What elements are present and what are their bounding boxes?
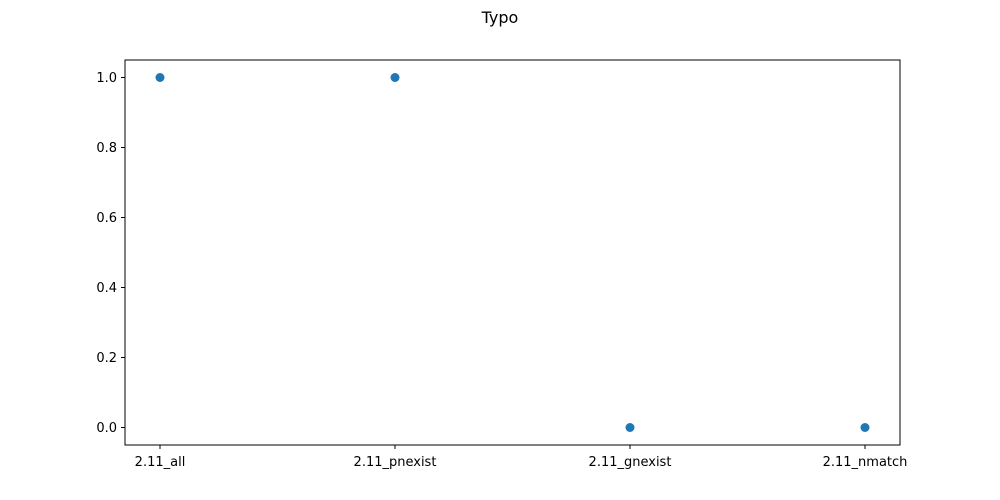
plot-area-frame (124, 59, 901, 446)
y-tick-label: 0.0 (96, 421, 117, 436)
x-tick-label: 2.11_gnexist (589, 455, 672, 470)
x-tick-label: 2.11_nmatch (823, 455, 908, 470)
y-tick-label: 0.8 (96, 141, 117, 156)
x-tick-label: 2.11_all (135, 455, 186, 470)
y-tick-label: 0.4 (96, 281, 117, 296)
y-tick-label: 0.2 (96, 351, 117, 366)
y-axis: 0.0 0.2 0.4 0.6 0.8 1.0 (96, 71, 125, 436)
data-point (625, 423, 635, 432)
chart-title: Typo (481, 8, 519, 27)
data-point (155, 73, 165, 82)
data-point (860, 423, 870, 432)
y-tick-label: 1.0 (96, 71, 117, 86)
x-tick-label: 2.11_pnexist (354, 455, 437, 470)
y-tick-label: 0.6 (96, 211, 117, 226)
data-point (390, 73, 400, 82)
x-axis: 2.11_all 2.11_pnexist 2.11_gnexist 2.11_nma… (135, 445, 908, 470)
data-points (155, 73, 870, 432)
